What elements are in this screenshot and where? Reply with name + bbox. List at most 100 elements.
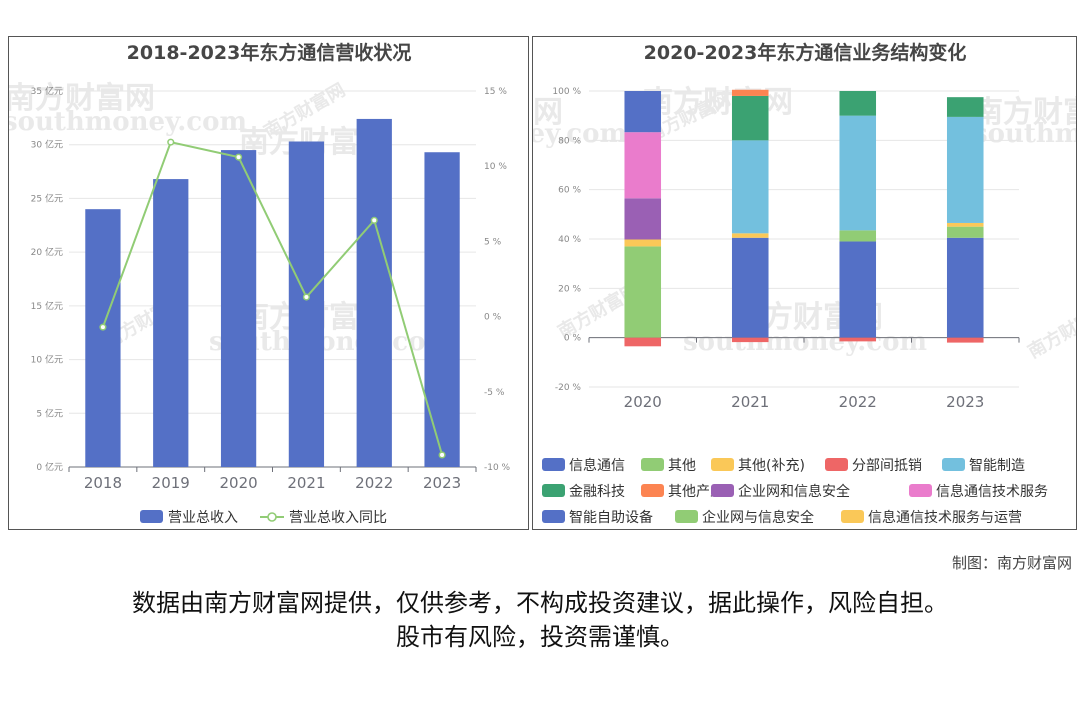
revenue-chart: 2018-2023年东方通信营收状况 0 亿元 5 亿元 10 亿元 15 亿元 20 亿… (31, 41, 511, 526)
y-tick-label: 0 % (564, 334, 582, 344)
legend-swatch (542, 484, 565, 497)
yoy-line (101, 140, 444, 456)
revenue-bar (356, 118, 392, 467)
legend-label-yoy: 营业总收入同比 (289, 510, 387, 526)
stack-segment (839, 230, 877, 242)
x-tick-label: 2022 (355, 474, 393, 492)
y-tick-label: 100 % (552, 87, 581, 97)
legend-label: 智能制造 (969, 458, 1025, 474)
x-tick-label: 2020 (219, 474, 257, 492)
stack-segment (946, 237, 984, 338)
stack-segment (624, 246, 662, 338)
y-left-tick-label: 5 亿元 (36, 407, 63, 419)
revenue-bar (153, 179, 189, 467)
revenue-bar (424, 152, 460, 467)
legend-swatch (641, 458, 664, 471)
legend-swatch (542, 510, 565, 523)
legend-swatch (542, 458, 565, 471)
stack-segment (624, 198, 662, 240)
stack-segment (839, 337, 877, 342)
stack-segment (731, 140, 769, 234)
y-left-tick-label: 20 亿元 (31, 246, 63, 258)
y-right-tick-label: -5 % (484, 388, 505, 398)
legend-swatch (711, 458, 734, 471)
y-right-tick-label: -10 % (484, 463, 511, 473)
yoy-point (99, 323, 107, 331)
stack-segment (624, 337, 662, 347)
legend-swatch (711, 484, 734, 497)
yoy-point (438, 451, 446, 459)
y-tick-label: 60 % (558, 186, 581, 196)
stack-segment (731, 233, 769, 238)
yoy-point (370, 216, 378, 224)
stack-segment (946, 337, 984, 343)
x-tick-label: 2023 (423, 474, 461, 492)
x-tick-label: 2019 (152, 474, 190, 492)
yoy-point (235, 153, 243, 161)
y-tick-label: 20 % (558, 284, 581, 294)
x-tick-label: 2020 (624, 393, 662, 411)
y-tick-label: 80 % (558, 136, 581, 146)
revenue-chart-panel: 南方财富网southmoney.com南方财富网南方财富网南方财富网southm… (8, 36, 529, 530)
revenue-bar (220, 150, 257, 467)
stack-segment (946, 226, 984, 238)
stack-segment (624, 91, 662, 133)
stack-segment (839, 91, 877, 116)
revenue-bar (85, 209, 121, 467)
legend-label: 智能自助设备 (569, 509, 653, 526)
business-structure-chart-panel: 南方财富网southmoney.com南方财富网南方财富网southmoney.… (532, 36, 1077, 530)
legend-label: 信息通信技术服务与运营 (868, 509, 1022, 526)
y-left-tick-label: 30 亿元 (31, 139, 63, 151)
legend-label: 分部间抵销 (852, 458, 922, 474)
x-tick-label: 2022 (839, 393, 877, 411)
y-right-tick-label: 5 % (484, 237, 502, 247)
chart-title: 2020-2023年东方通信业务结构变化 (644, 41, 967, 64)
stack-segment (731, 337, 769, 343)
y-tick-label: 40 % (558, 235, 581, 245)
legend-label-revenue: 营业总收入 (168, 510, 238, 526)
legend-swatch-revenue (140, 510, 163, 523)
stack-segment (839, 241, 877, 338)
yoy-point (167, 138, 175, 146)
stack-segment (946, 222, 984, 227)
stack-segment (731, 237, 769, 338)
legend-label: 企业网与信息安全 (702, 509, 814, 526)
legend-label: 信息通信技术服务 (936, 483, 1048, 500)
x-tick-label: 2023 (946, 393, 984, 411)
legend-label: 企业网和信息安全 (738, 483, 850, 500)
yoy-point (302, 293, 310, 301)
legend-swatch (909, 484, 932, 497)
y-right-tick-label: 10 % (484, 162, 507, 172)
legend-swatch (641, 484, 664, 497)
y-left-tick-label: 35 亿元 (31, 85, 63, 97)
legend-swatch (942, 458, 965, 471)
legend-label: 信息通信 (569, 457, 625, 474)
stack-segment (839, 115, 877, 231)
stack-segment (946, 97, 984, 117)
stack-segment (946, 116, 984, 223)
y-right-tick-label: 0 % (484, 313, 502, 323)
y-tick-label: -20 % (555, 383, 582, 393)
disclaimer-line-2: 股市有风险，投资需谨慎。 (396, 623, 684, 651)
chart-title: 2018-2023年东方通信营收状况 (127, 41, 412, 64)
legend-label: 其他产业 (668, 484, 724, 500)
legend-label: 其他 (668, 458, 696, 474)
y-left-tick-label: 25 亿元 (31, 192, 63, 204)
x-tick-label: 2018 (84, 474, 122, 492)
stack-segment (731, 95, 769, 141)
x-tick-label: 2021 (287, 474, 325, 492)
revenue-bar (288, 141, 325, 467)
legend-swatch (841, 510, 864, 523)
x-tick-label: 2021 (731, 393, 769, 411)
chart-credit: 制图：南方财富网 (951, 554, 1072, 572)
y-left-tick-label: 10 亿元 (31, 354, 63, 366)
y-right-tick-label: 15 % (484, 87, 507, 97)
legend-label: 金融科技 (569, 484, 625, 500)
disclaimer-line-1: 数据由南方财富网提供，仅供参考，不构成投资建议，据此操作，风险自担。 (132, 589, 948, 617)
legend-swatch-yoy-point (267, 512, 277, 522)
business-structure-chart: 2020-2023年东方通信业务结构变化 -20 % 0 % 20 % 40 % 60 %… (542, 41, 1048, 526)
y-left-tick-label: 0 亿元 (36, 461, 63, 473)
legend-label: 其他(补充) (738, 458, 805, 474)
stack-segment (731, 89, 769, 96)
stack-segment (624, 239, 662, 247)
